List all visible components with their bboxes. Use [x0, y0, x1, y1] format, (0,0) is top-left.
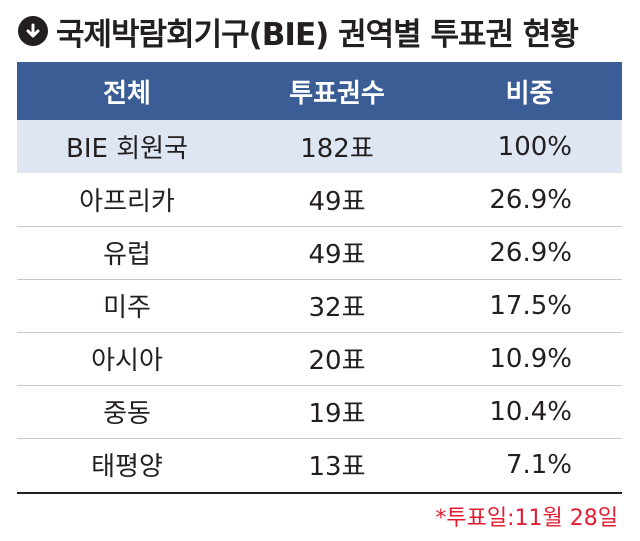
table-row: 아프리카 49표 26.9%: [17, 173, 622, 227]
share-cell: 26.9%: [489, 237, 572, 268]
votes-cell: 20표: [308, 346, 366, 376]
footnote: *투표일:11월 28일: [435, 506, 618, 531]
votes-cell: 13표: [308, 452, 366, 482]
votes-cell: 32표: [308, 293, 366, 323]
region-cell: 태평양: [91, 452, 163, 482]
region-cell: 아프리카: [79, 187, 175, 217]
table-header: 전체 투표권수 비중: [17, 62, 622, 120]
table-row: 중동 19표 10.4%: [17, 385, 622, 439]
region-cell: 유럽: [103, 240, 151, 270]
votes-cell: 49표: [308, 240, 366, 270]
table-row: 미주 32표 17.5%: [17, 279, 622, 333]
share-cell: 7.1%: [505, 449, 572, 480]
header-region: 전체: [103, 78, 151, 109]
table-row: 유럽 49표 26.9%: [17, 226, 622, 280]
header-share: 비중: [505, 78, 554, 109]
header-votes: 투표권수: [289, 78, 385, 109]
region-cell: 중동: [103, 399, 151, 429]
table-row: 태평양 13표 7.1%: [17, 438, 622, 491]
region-cell: 아시아: [91, 346, 163, 376]
region-cell: 미주: [103, 293, 151, 323]
table-bottom-rule: [17, 492, 622, 494]
share-cell: 10.4%: [489, 396, 572, 427]
votes-cell: 19표: [308, 399, 366, 429]
arrow-down-circle-icon: [18, 16, 48, 46]
region-cell: BIE 회원국: [66, 134, 188, 164]
share-cell: 100%: [497, 131, 572, 162]
page-title: 국제박람회기구(BIE) 권역별 투표권 현황: [56, 16, 579, 53]
title-bar: 국제박람회기구(BIE) 권역별 투표권 현황: [18, 6, 579, 56]
votes-cell: 49표: [308, 187, 366, 217]
share-cell: 26.9%: [489, 184, 572, 215]
table-row-total: BIE 회원국 182표 100%: [17, 120, 622, 173]
share-cell: 17.5%: [489, 290, 572, 321]
table-row: 아시아 20표 10.9%: [17, 332, 622, 386]
share-cell: 10.9%: [489, 343, 572, 374]
votes-cell: 182표: [300, 134, 374, 164]
